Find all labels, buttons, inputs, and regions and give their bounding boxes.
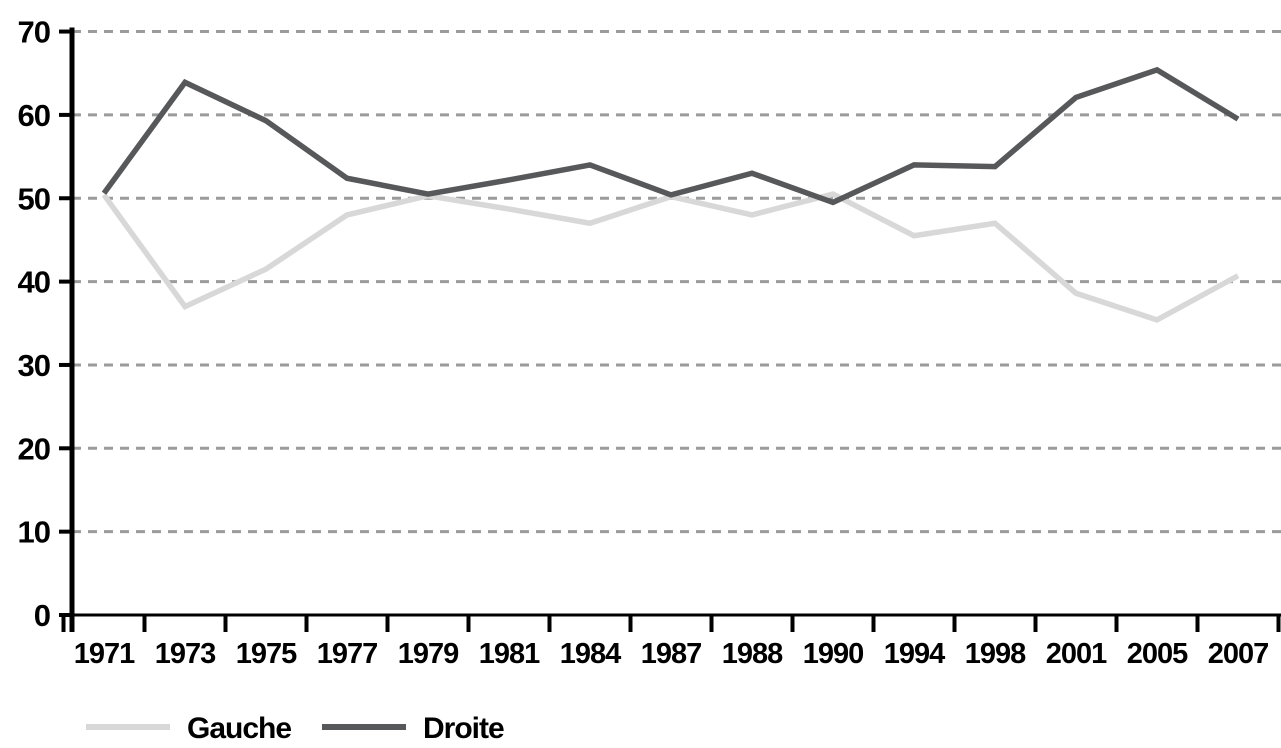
y-axis-label-10: 10 xyxy=(18,515,50,550)
x-axis-label-1981: 1981 xyxy=(479,638,540,670)
x-axis-label-1971: 1971 xyxy=(74,638,135,670)
y-axis-label-0: 0 xyxy=(34,598,50,633)
x-axis-label-2007: 2007 xyxy=(1208,638,1269,670)
x-axis-label-1988: 1988 xyxy=(722,638,783,670)
x-axis-label-2005: 2005 xyxy=(1127,638,1188,670)
x-axis-label-1998: 1998 xyxy=(965,638,1026,670)
y-axis-label-60: 60 xyxy=(18,98,50,133)
x-axis-label-1973: 1973 xyxy=(155,638,216,670)
x-axis-label-1987: 1987 xyxy=(641,638,702,670)
x-axis-label-1979: 1979 xyxy=(398,638,459,670)
series-line-droite xyxy=(101,66,1240,206)
x-axis-label-1977: 1977 xyxy=(317,638,378,670)
x-axis-label-1975: 1975 xyxy=(236,638,297,670)
y-axis-label-40: 40 xyxy=(18,265,50,300)
x-axis-label-1994: 1994 xyxy=(884,638,945,670)
y-axis-label-30: 30 xyxy=(18,348,50,383)
y-axis-label-70: 70 xyxy=(18,15,50,50)
x-axis-label-1990: 1990 xyxy=(803,638,864,670)
y-axis-label-20: 20 xyxy=(18,431,50,466)
x-axis-label-2001: 2001 xyxy=(1046,638,1107,670)
x-axis-label-1984: 1984 xyxy=(560,638,621,670)
y-axis-label-50: 50 xyxy=(18,181,50,216)
series-line-gauche xyxy=(101,191,1240,323)
legend-label-gauche: Gauche xyxy=(187,712,291,745)
legend-label-droite: Droite xyxy=(423,712,504,745)
